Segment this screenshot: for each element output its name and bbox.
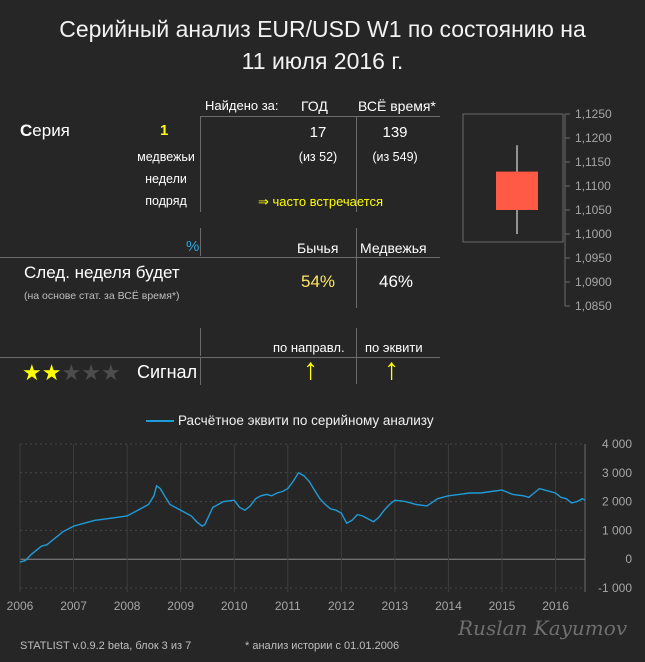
direction-up-arrow-icon: ↑	[303, 353, 318, 386]
forecast-label: След. неделя будет	[24, 263, 180, 282]
equity-y-tick-label: 4 000	[602, 437, 632, 451]
all-of: (из 549)	[372, 150, 418, 164]
series-label: Серия	[20, 121, 70, 141]
candle-tick-label: 1,0950	[575, 251, 612, 265]
candle-tick-label: 1,1250	[575, 107, 612, 121]
page-title-line2: 11 июля 2016 г.	[241, 48, 404, 74]
equity-y-tick-label: 0	[625, 552, 632, 566]
star-empty-icon: ★	[100, 360, 121, 385]
candle-tick-label: 1,1000	[575, 227, 612, 241]
bear-pct: 46%	[378, 272, 414, 291]
equity-x-tick-label: 2016	[542, 599, 569, 613]
legend-swatch	[146, 420, 174, 423]
bull-pct: 54%	[300, 272, 336, 291]
equity-y-tick-label: 2 000	[602, 495, 632, 509]
star-filled-icon: ★	[22, 360, 42, 385]
equity-x-tick-label: 2006	[7, 599, 34, 613]
year-count: 17	[309, 124, 327, 141]
forecast-sub: (на основе стат. за ВСЁ время*)	[24, 290, 180, 302]
series-desc-1: медвежьи	[137, 150, 195, 164]
star-empty-icon: ★	[81, 360, 101, 385]
candle-body	[496, 171, 538, 210]
candle-tick-label: 1,0850	[575, 299, 612, 313]
col-bear-header: Медвежья	[360, 240, 427, 256]
legend-text: Расчётное эквити по серийному анализу	[178, 413, 434, 428]
series-desc-3: подряд	[145, 194, 187, 208]
percent-label: %	[186, 238, 200, 255]
author-signature: Ruslan Kayumov	[458, 616, 628, 640]
series-count: 1	[160, 122, 169, 139]
equity-y-tick-label: -1 000	[598, 581, 632, 595]
equity-chart: 4 000 3 000 2 000 1 000 0 -1 000 2006 2007 2008…	[7, 437, 633, 613]
equity-x-tick-label: 2014	[435, 599, 462, 613]
frequency-note: ⇒ часто встречается	[258, 194, 384, 209]
series-label-rest: ерия	[32, 121, 70, 140]
candle-tick-label: 1,1150	[575, 155, 611, 169]
col-dir-header: по направл.	[273, 340, 345, 355]
equity-x-tick-label: 2013	[382, 599, 409, 613]
equity-up-arrow-icon: ↑	[384, 353, 399, 386]
equity-x-tick-label: 2009	[167, 599, 194, 613]
equity-series-line	[19, 471, 586, 563]
candle-tick-label: 1,1100	[575, 179, 611, 193]
equity-x-tick-label: 2007	[60, 599, 87, 613]
equity-x-tick-label: 2015	[489, 599, 516, 613]
series-label-first: С	[20, 121, 33, 140]
candle-tick-label: 1,1050	[575, 203, 612, 217]
all-count: 139	[382, 124, 408, 141]
equity-x-tick-label: 2010	[221, 599, 248, 613]
footer-note: * анализ истории с 01.01.2006	[245, 640, 400, 652]
equity-y-tick-label: 3 000	[602, 466, 632, 480]
page-title-line1: Серийный анализ EUR/USD W1 по состоянию …	[59, 16, 586, 42]
equity-x-tick-label: 2011	[275, 599, 301, 613]
col-all-header: ВСЁ время*	[358, 98, 436, 114]
candle-tick-label: 1,0900	[575, 275, 612, 289]
year-of: (из 52)	[298, 150, 338, 164]
star-empty-icon: ★	[61, 360, 82, 385]
col-equity-header: по эквити	[365, 340, 423, 355]
equity-y-tick-label: 1 000	[602, 523, 632, 537]
candle-chart-frame	[462, 113, 564, 243]
equity-x-tick-label: 2008	[114, 599, 141, 613]
candle-tick-label: 1,1200	[575, 131, 612, 145]
col-bull-header: Бычья	[297, 240, 339, 256]
star-filled-icon: ★	[41, 360, 62, 385]
equity-x-tick-label: 2012	[328, 599, 355, 613]
footer-version: STATLIST v.0.9.2 beta, блок 3 из 7	[20, 640, 192, 652]
signal-label: Сигнал	[137, 362, 198, 382]
col-year-header: ГОД	[301, 98, 328, 114]
equity-legend: Расчётное эквити по серийному анализу	[146, 413, 434, 428]
found-label: Найдено за:	[205, 98, 279, 113]
candle-chart: 1,1250 1,1200 1,1150 1,1100 1,1050 1,1000 1,09…	[462, 107, 612, 313]
series-desc-2: недели	[145, 172, 187, 186]
signal-stars: ★★★★★	[22, 362, 121, 385]
